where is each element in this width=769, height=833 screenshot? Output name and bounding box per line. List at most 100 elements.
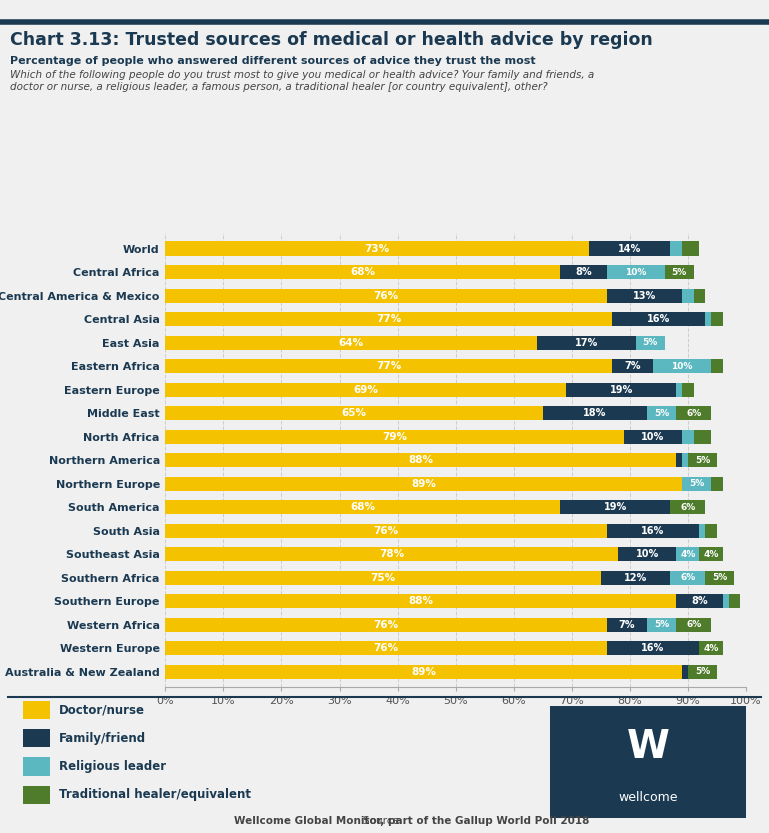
Bar (676, 618, 711, 632)
Bar (607, 618, 647, 632)
Bar (705, 571, 734, 585)
Text: 77%: 77% (376, 362, 401, 372)
Bar (671, 501, 705, 514)
Text: Which of the following people do you trust most to give you medical or health ad: Which of the following people do you tru… (10, 70, 594, 92)
Text: Percentage of people who answered different sources of advice they trust the mos: Percentage of people who answered differ… (10, 56, 536, 66)
Text: 89%: 89% (411, 479, 436, 489)
Bar (676, 547, 700, 561)
Bar (607, 265, 664, 279)
Bar (607, 524, 700, 538)
Bar (165, 641, 607, 656)
Text: 7%: 7% (618, 620, 635, 630)
Bar (607, 288, 682, 302)
Text: 14%: 14% (618, 243, 641, 253)
Bar (165, 547, 618, 561)
Text: 5%: 5% (694, 667, 710, 676)
Bar (700, 524, 705, 538)
Bar (560, 501, 671, 514)
Text: 76%: 76% (374, 526, 398, 536)
Bar (165, 336, 537, 350)
Text: 12%: 12% (624, 573, 647, 583)
Bar (671, 242, 682, 256)
Bar (165, 430, 624, 444)
Bar (723, 594, 728, 608)
Text: 6%: 6% (681, 573, 695, 582)
Text: 8%: 8% (575, 267, 591, 277)
Text: 4%: 4% (704, 550, 719, 559)
Bar (664, 265, 694, 279)
Bar (647, 618, 676, 632)
Bar (711, 476, 723, 491)
Text: 77%: 77% (376, 314, 401, 324)
Bar (682, 242, 700, 256)
Bar (612, 312, 705, 327)
Bar (165, 618, 607, 632)
Text: 17%: 17% (574, 337, 598, 347)
Text: 16%: 16% (641, 526, 664, 536)
Bar (165, 476, 682, 491)
Text: 76%: 76% (374, 291, 398, 301)
Bar (694, 430, 711, 444)
Text: 88%: 88% (408, 596, 433, 606)
Text: Source:: Source: (363, 816, 406, 826)
Bar (165, 665, 682, 679)
Text: 16%: 16% (647, 314, 671, 324)
Text: 79%: 79% (382, 431, 407, 441)
Text: Traditional healer/equivalent: Traditional healer/equivalent (59, 788, 251, 801)
Bar (607, 641, 700, 656)
Text: wellcome: wellcome (618, 791, 677, 805)
Text: 69%: 69% (353, 385, 378, 395)
Bar (676, 382, 682, 397)
Bar (560, 265, 607, 279)
Text: 68%: 68% (350, 502, 375, 512)
Bar (682, 476, 711, 491)
Bar (165, 242, 589, 256)
Bar (687, 665, 717, 679)
Text: 7%: 7% (624, 362, 641, 372)
Text: 76%: 76% (374, 620, 398, 630)
Bar (728, 594, 740, 608)
Text: 4%: 4% (704, 644, 719, 653)
Text: 76%: 76% (374, 643, 398, 653)
Bar (165, 265, 560, 279)
Bar (676, 453, 682, 467)
Bar (543, 407, 647, 420)
Text: Chart 3.13: Trusted sources of medical or health advice by region: Chart 3.13: Trusted sources of medical o… (10, 31, 653, 49)
Text: 73%: 73% (365, 243, 390, 253)
Bar (589, 242, 671, 256)
Text: 6%: 6% (686, 409, 701, 417)
Text: 6%: 6% (686, 621, 701, 630)
Bar (165, 407, 543, 420)
Bar (537, 336, 636, 350)
Text: 8%: 8% (691, 596, 707, 606)
Text: 4%: 4% (681, 550, 695, 559)
Bar (700, 547, 723, 561)
Bar (705, 312, 711, 327)
Text: 5%: 5% (712, 573, 727, 582)
Text: 5%: 5% (643, 338, 657, 347)
Text: TYPE OF INDIVIDUAL: TYPE OF INDIVIDUAL (625, 707, 746, 717)
Text: 5%: 5% (671, 267, 687, 277)
Text: 10%: 10% (625, 267, 646, 277)
Bar (694, 288, 705, 302)
Text: Religious leader: Religious leader (59, 760, 166, 773)
Text: 16%: 16% (641, 643, 664, 653)
Bar (711, 312, 723, 327)
Bar (647, 407, 676, 420)
Bar (711, 359, 723, 373)
Text: 10%: 10% (641, 431, 664, 441)
Text: 65%: 65% (341, 408, 367, 418)
Text: Doctor/nurse: Doctor/nurse (59, 703, 145, 716)
Bar (165, 571, 601, 585)
Text: 18%: 18% (584, 408, 607, 418)
Text: 75%: 75% (371, 573, 395, 583)
Text: 5%: 5% (654, 409, 669, 417)
Text: 64%: 64% (338, 337, 364, 347)
Bar (165, 382, 566, 397)
Bar (682, 430, 694, 444)
Text: 5%: 5% (654, 621, 669, 630)
Text: 19%: 19% (604, 502, 627, 512)
Bar (165, 453, 676, 467)
Bar (653, 359, 711, 373)
Bar (165, 359, 612, 373)
